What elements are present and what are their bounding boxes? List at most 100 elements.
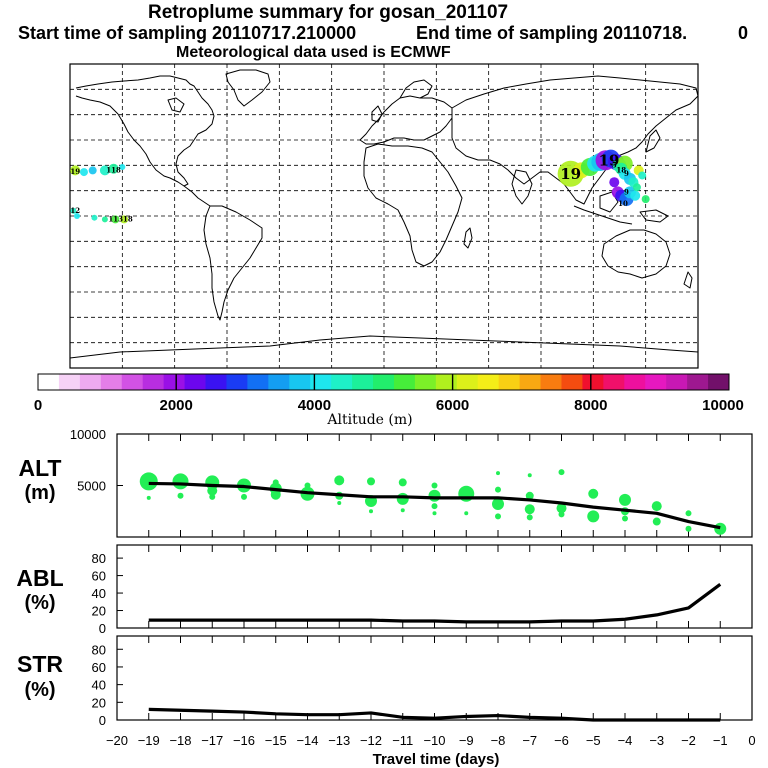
colorbar-swatch (666, 374, 688, 390)
x-tick-label: −16 (233, 733, 255, 748)
scatter-point (304, 482, 311, 489)
colorbar-swatch (540, 374, 562, 390)
plume-age-label: 19 (560, 165, 581, 183)
colorbar-swatch (624, 374, 646, 390)
scatter-point (367, 477, 375, 486)
colorbar-swatch (226, 374, 248, 390)
colorbar-tick-labels: 0 2000 4000 6000 8000 10000 Altitude (m) (34, 397, 744, 428)
plume-blob (108, 163, 119, 174)
scatter-point (527, 473, 532, 478)
colorbar-swatch (645, 374, 667, 390)
colorbar-swatch (498, 374, 521, 390)
colorbar-frame (37, 373, 730, 391)
coast-australia (601, 229, 671, 279)
x-tick-label: −8 (491, 733, 506, 748)
colorbar-swatch (163, 374, 186, 390)
plume-blob (70, 207, 77, 214)
colorbar-tick-label: 4000 (298, 397, 331, 414)
scatter-point (207, 485, 218, 496)
scatter-point (588, 488, 599, 499)
colorbar-tick-label: 6000 (436, 397, 469, 414)
coast-borneo (599, 191, 619, 213)
scatter-point (428, 489, 441, 502)
colorbar-axis-label: Altitude (m) (326, 412, 412, 428)
colorbar-swatch (100, 374, 123, 390)
colorbar-swatch (687, 374, 709, 390)
coast-hudson (167, 97, 185, 113)
x-tick-label: −3 (649, 733, 664, 748)
plume-blob (638, 171, 647, 180)
colorbar-swatch (373, 374, 395, 390)
colorbar-swatch (435, 374, 458, 390)
x-tick-label: −2 (681, 733, 696, 748)
x-tick-label: −13 (328, 733, 350, 748)
scatter-point (587, 510, 600, 523)
scatter-point (270, 489, 281, 500)
y-tick-label: 60 (92, 569, 106, 584)
colorbar-swatch (519, 374, 542, 390)
x-axis-label: Travel time (days) (373, 751, 500, 768)
x-tick-label: −6 (554, 733, 569, 748)
colorbar-swatch (456, 374, 479, 390)
x-tick-label: −9 (459, 733, 474, 748)
y-tick-label: 60 (92, 660, 106, 675)
colorbar-swatch (477, 374, 500, 390)
coast-new-guinea (639, 209, 669, 223)
colorbar-swatch (38, 374, 60, 390)
coast-indonesia (573, 205, 633, 225)
colorbar-swatch (121, 374, 144, 390)
panel-label: ABL (16, 565, 63, 591)
coast-africa (363, 143, 463, 267)
colorbar-swatch (310, 374, 332, 390)
colorbar-tick-label: 0 (34, 397, 42, 414)
colorbar-swatch (247, 374, 269, 390)
scatter-point (400, 508, 405, 513)
scatter-point (556, 503, 567, 514)
colorbar-swatch (561, 374, 583, 390)
colorbar-swatch (582, 374, 604, 390)
plume-blob (119, 164, 126, 171)
y-tick-label: 0 (99, 621, 106, 636)
colorbar-swatch (79, 374, 102, 390)
scatter-point (685, 525, 692, 532)
y-tick-label: 80 (92, 551, 106, 566)
x-tick-label: −4 (618, 733, 633, 748)
plume-blob (88, 166, 97, 175)
x-tick-label: −18 (169, 733, 191, 748)
scatter-point (524, 504, 535, 515)
plume-blob (630, 190, 641, 201)
colorbar-swatch (184, 374, 207, 390)
plume-blob (101, 216, 108, 223)
scatter-point (241, 493, 247, 500)
scatter-point (172, 473, 189, 490)
scatter-point (177, 492, 184, 499)
scatter-point (432, 511, 437, 516)
scatter-point (146, 495, 151, 500)
scatter-point (431, 482, 438, 489)
plume-blob (70, 165, 81, 176)
scatter-point (398, 478, 407, 487)
colorbar-swatch (268, 374, 290, 390)
x-tick-label: −5 (586, 733, 601, 748)
scatter-point (139, 472, 158, 491)
plume-age-label: 9 (624, 187, 629, 196)
colorbar-swatch (58, 374, 81, 390)
coast-south-america (203, 205, 263, 321)
plume-blob (111, 215, 120, 224)
coast-greenland (225, 69, 271, 107)
scatter-point (334, 475, 345, 486)
coast-central-america (183, 185, 211, 207)
panel-frame (116, 635, 753, 721)
y-tick-label: 40 (92, 678, 106, 693)
plume-age-label: 19 (599, 151, 620, 169)
plume-age-label: 12 (70, 206, 80, 215)
chart-title: Retroplume summary for gosan_201107 (148, 2, 509, 23)
y-tick-label: 40 (92, 586, 106, 601)
panel-unit: (%) (24, 679, 55, 701)
plume-blob (632, 183, 641, 192)
series-line (148, 481, 721, 530)
scatter-point (526, 514, 533, 521)
x-tick-label: −14 (296, 733, 318, 748)
plume-age-label: 9 (624, 169, 629, 178)
